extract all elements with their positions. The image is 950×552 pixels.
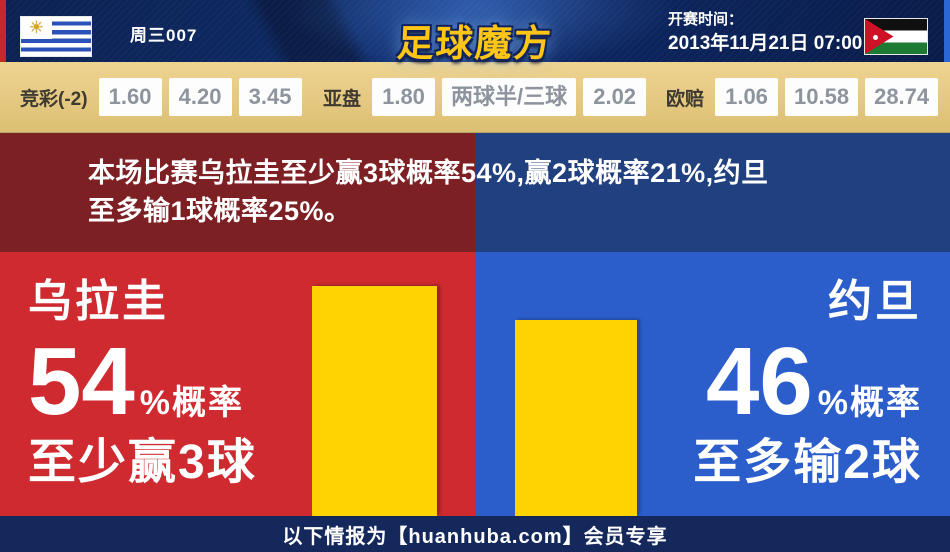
- summary-away-background: [475, 133, 950, 252]
- home-probability-suffix: %概率: [139, 384, 245, 423]
- away-team-block: 约旦 46 %概率 至多输2球: [693, 277, 922, 490]
- odds-group-european: 欧赔 1.06 10.58 28.74: [666, 62, 939, 132]
- summary-line-1: 本场比赛乌拉圭至少赢3球概率54%,赢2球概率21%,约旦: [88, 158, 769, 188]
- header-bar: ☀ 周三007 足球魔方 开赛时间： 2013年11月21日 07:00: [0, 0, 950, 64]
- home-probability-bar: [312, 286, 437, 516]
- kickoff-info: 开赛时间： 2013年11月21日 07:00: [668, 11, 862, 56]
- kickoff-label: 开赛时间：: [668, 11, 744, 28]
- home-team-block: 乌拉圭 54 %概率 至少赢3球: [28, 277, 257, 490]
- odds-value-handicap-line: 两球半/三球: [442, 78, 577, 116]
- kickoff-time: 2013年11月21日 07:00: [668, 32, 863, 54]
- odds-value-euro-draw: 10.58: [785, 78, 859, 116]
- sun-of-may-icon: ☀: [28, 18, 45, 38]
- home-probability-row: 54 %概率: [28, 334, 257, 430]
- odds-label-jingcai: 竞彩(-2): [20, 88, 88, 110]
- odds-band: 竞彩(-2) 1.60 4.20 3.45 亚盘 1.80 两球半/三球 2.0…: [0, 62, 950, 133]
- odds-group-jingcai: 竞彩(-2) 1.60 4.20 3.45: [20, 62, 302, 132]
- away-probability-bar: [515, 320, 637, 516]
- home-probability-value: 54: [28, 328, 135, 436]
- odds-value-handicap-home: 1.80: [372, 78, 436, 116]
- away-team-name: 约旦: [828, 277, 922, 326]
- summary-home-background: [0, 133, 475, 252]
- away-outcome-text: 至多输2球: [693, 436, 922, 490]
- prediction-summary-band: 本场比赛乌拉圭至少赢3球概率54%,赢2球概率21%,约旦 至多输1球概率25%…: [0, 133, 950, 252]
- match-number-label: 周三007: [130, 26, 198, 45]
- home-outcome-text: 至少赢3球: [28, 436, 257, 490]
- site-logo: 足球魔方: [395, 23, 554, 64]
- odds-label-european: 欧赔: [666, 88, 705, 110]
- footer-text: 以下情报为【huanhuba.com】会员专享: [282, 525, 668, 548]
- uruguay-flag-canton: ☀: [21, 17, 52, 39]
- odds-group-asian-handicap: 亚盘 1.80 两球半/三球 2.02: [323, 62, 647, 132]
- odds-value-away-win: 3.45: [238, 78, 302, 116]
- header-left-accent: [0, 0, 6, 62]
- away-flag-jordan: [864, 18, 928, 55]
- away-probability-row: 46 %概率: [693, 334, 922, 430]
- probability-panels: 乌拉圭 54 %概率 至少赢3球 约旦 46 %概率 至多输2球: [0, 252, 950, 516]
- odds-value-euro-home: 1.06: [715, 78, 779, 116]
- footer-bar: 以下情报为【huanhuba.com】会员专享: [0, 516, 950, 552]
- away-probability-suffix: %概率: [817, 384, 922, 423]
- odds-value-draw: 4.20: [168, 78, 232, 116]
- odds-value-handicap-away: 2.02: [583, 78, 647, 116]
- away-probability-value: 46: [705, 328, 813, 436]
- jordan-flag-star: [873, 35, 878, 40]
- home-flag-uruguay: ☀: [20, 16, 92, 57]
- jordan-flag-triangle: [865, 19, 894, 54]
- header-right-accent: [944, 0, 950, 62]
- prediction-summary-text: 本场比赛乌拉圭至少赢3球概率54%,赢2球概率21%,约旦 至多输1球概率25%…: [88, 154, 898, 230]
- odds-value-home-win: 1.60: [98, 78, 162, 116]
- home-team-name: 乌拉圭: [28, 277, 169, 326]
- odds-label-asian-handicap: 亚盘: [323, 88, 362, 110]
- summary-line-2: 至多输1球概率25%。: [88, 196, 352, 226]
- odds-value-euro-away: 28.74: [865, 78, 939, 116]
